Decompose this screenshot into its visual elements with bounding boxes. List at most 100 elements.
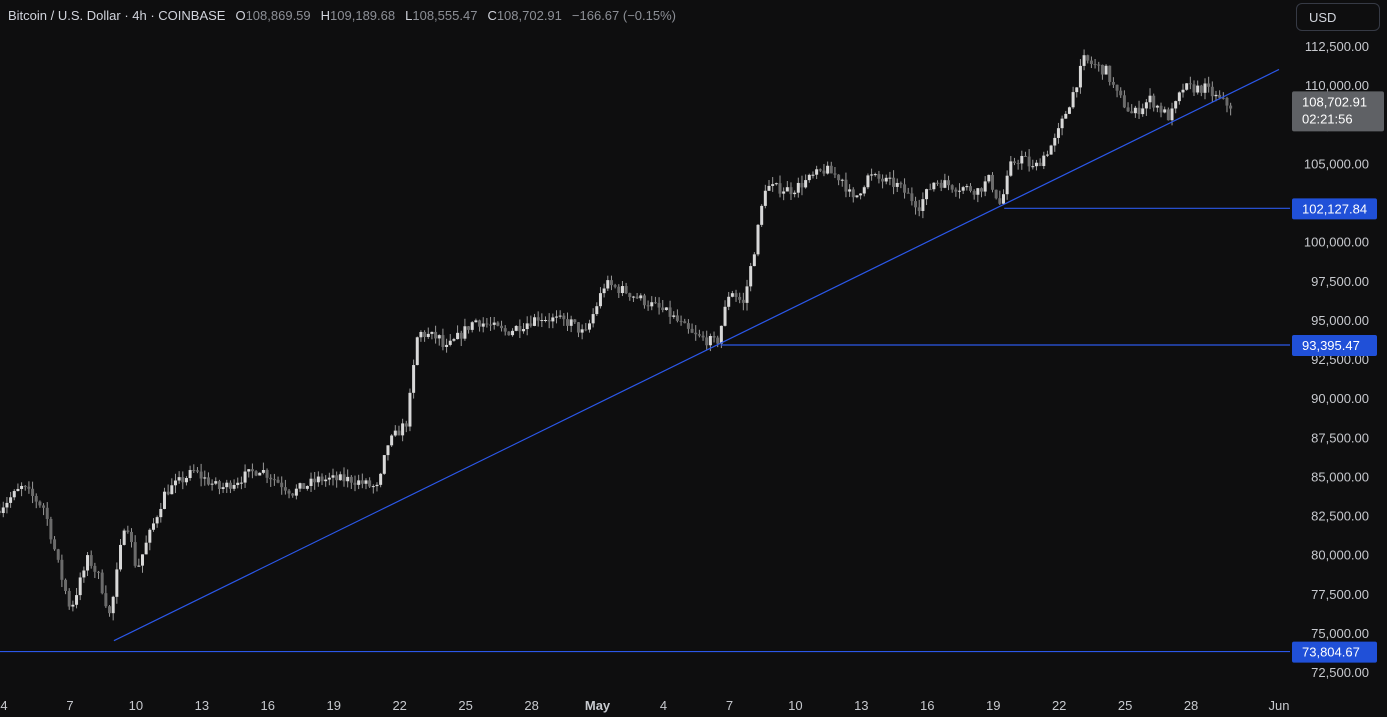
y-tick-label: 105,000.00: [1304, 156, 1369, 171]
x-tick-label: 16: [261, 698, 275, 713]
candle-body: [151, 523, 155, 530]
candle-body: [1042, 155, 1046, 167]
candle-body: [1159, 105, 1163, 113]
candle-body: [119, 544, 123, 570]
candle-body: [631, 296, 635, 298]
candle-body: [690, 328, 694, 333]
candle-body: [1093, 64, 1097, 66]
candle-body: [217, 481, 221, 490]
candle-body: [529, 323, 533, 326]
y-tick-label: 77,500.00: [1311, 587, 1369, 602]
candle-body: [232, 484, 236, 489]
candle-body: [738, 296, 742, 300]
candle-body: [166, 491, 170, 495]
candle-body: [1218, 94, 1222, 98]
candle-body: [507, 331, 511, 336]
candle-body: [650, 302, 654, 307]
candle-body: [522, 329, 526, 332]
candle-body: [756, 224, 760, 255]
candle-body: [892, 177, 896, 187]
candle-body: [888, 177, 892, 179]
time-axis[interactable]: 4 7 10 13 16 19 22 25 28 May 4 7 10 13 16 19 22 25 28 Jun: [0, 698, 1289, 713]
candle-body: [580, 329, 584, 333]
drawn-lines[interactable]: [0, 68, 1290, 653]
candle-body: [309, 478, 313, 487]
candle-body: [1020, 155, 1024, 164]
candle-body: [371, 486, 375, 488]
y-tick-label: 112,500.00: [1305, 39, 1369, 54]
candle-body: [53, 539, 57, 550]
candle-body: [86, 555, 90, 571]
candle-body: [386, 445, 390, 456]
candle-body: [349, 476, 353, 483]
candle-body: [254, 471, 258, 476]
candle-body: [192, 470, 196, 472]
candle-body: [815, 169, 819, 175]
candle-body: [1071, 92, 1075, 108]
candle-body: [862, 187, 866, 194]
candle-body: [694, 332, 698, 335]
candle-body: [829, 165, 833, 174]
candle-body: [170, 485, 174, 495]
candle-body: [569, 319, 573, 326]
candle-body: [870, 174, 874, 176]
trendline[interactable]: [113, 68, 1280, 642]
candle-body: [679, 320, 683, 322]
candle-body: [1082, 55, 1086, 66]
candle-body: [789, 187, 793, 195]
candle-body: [712, 335, 716, 338]
candle-body: [796, 182, 800, 193]
candle-body: [760, 205, 764, 225]
candle-body: [313, 478, 317, 483]
candle-body: [533, 317, 537, 326]
x-tick-label: 19: [327, 698, 341, 713]
x-tick-label: 4: [0, 698, 7, 713]
candle-body: [701, 335, 705, 338]
candle-body: [38, 501, 42, 506]
y-tick-label: 100,000.00: [1304, 235, 1369, 250]
price-tags: 108,702.91 02:21:56 102,127.84 93,395.47 73,…: [1292, 91, 1384, 663]
candle-body: [1086, 55, 1090, 61]
candle-body: [426, 333, 430, 338]
candle-body: [1111, 81, 1115, 85]
candle-body: [441, 335, 445, 347]
y-tick-label: 80,000.00: [1311, 548, 1369, 563]
candle-body: [1225, 97, 1229, 106]
candle-body: [1115, 84, 1119, 91]
candle-body: [1045, 154, 1049, 156]
candle-body: [844, 179, 848, 192]
candle-body: [573, 319, 577, 323]
candle-body: [961, 187, 965, 191]
candle-body: [1207, 83, 1211, 87]
y-tick-label: 95,000.00: [1311, 313, 1369, 328]
candle-body: [353, 482, 357, 485]
x-tick-label: 7: [726, 698, 733, 713]
candle-body: [162, 491, 166, 509]
candle-body: [64, 579, 68, 591]
candle-body: [126, 530, 130, 532]
candle-body: [236, 482, 240, 485]
candle-body: [261, 470, 265, 473]
candle-body: [408, 392, 412, 427]
candle-body: [89, 555, 93, 566]
candle-body: [1009, 161, 1013, 176]
bar-countdown-label: 02:21:56: [1302, 111, 1353, 126]
candle-body: [181, 477, 185, 483]
candle-body: [375, 484, 379, 487]
candle-body: [445, 344, 449, 347]
candle-body: [943, 180, 947, 188]
candle-body: [423, 331, 427, 338]
candle-body: [1023, 155, 1027, 157]
low-label: L: [405, 8, 413, 23]
candle-body: [130, 531, 133, 543]
candle-body: [364, 480, 368, 484]
candle-body: [1119, 90, 1123, 96]
currency-button[interactable]: USD: [1296, 3, 1380, 31]
candle-body: [20, 485, 24, 489]
candle-body: [833, 173, 837, 175]
candle-body: [1177, 92, 1181, 102]
candle-body: [1049, 145, 1053, 155]
candle-body: [1163, 109, 1167, 113]
